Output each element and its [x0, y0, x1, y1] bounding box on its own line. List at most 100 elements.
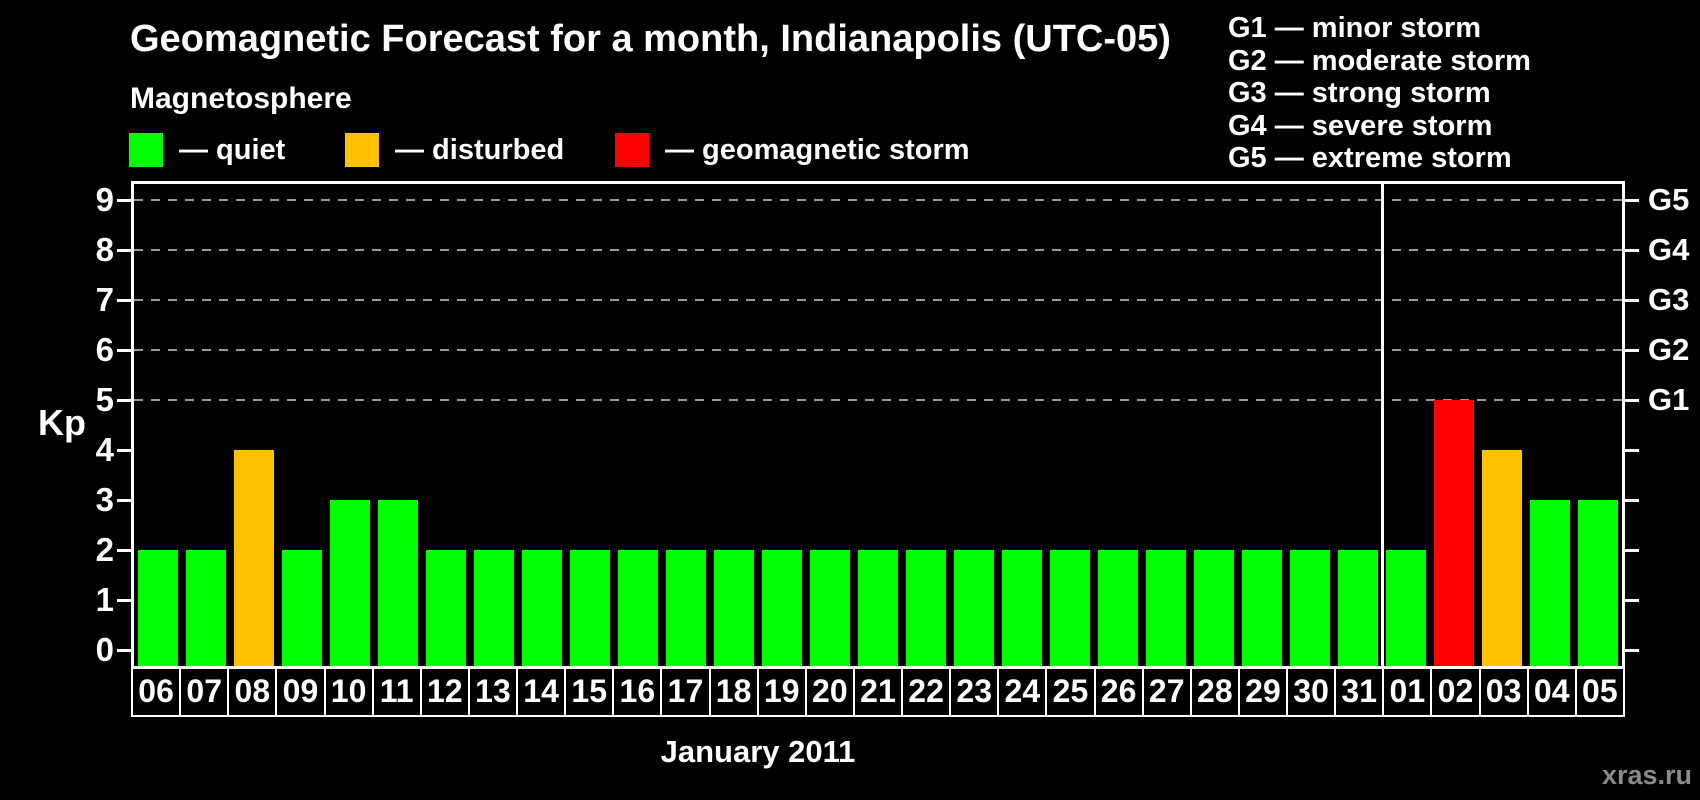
kp-bar-day-12 [426, 550, 466, 666]
left-tick-7 [117, 299, 131, 302]
right-tick-5 [1625, 399, 1639, 402]
grid-line-kp6 [134, 349, 1622, 351]
y-tick-label-4: 4 [95, 431, 114, 468]
kp-bar-day-19 [762, 550, 802, 666]
day-label-10: 10 [323, 666, 374, 717]
right-tick-1 [1625, 599, 1639, 602]
left-tick-6 [117, 349, 131, 352]
grid-line-kp7 [134, 299, 1622, 301]
grid-line-kp5 [134, 399, 1622, 401]
kp-bar-day-20 [810, 550, 850, 666]
day-label-21: 21 [852, 666, 903, 717]
day-label-17: 17 [660, 666, 711, 717]
kp-bar-day-08 [234, 450, 274, 666]
right-tick-2 [1625, 549, 1639, 552]
kp-bar-day-10 [330, 500, 370, 666]
y-tick-label-8: 8 [95, 231, 114, 268]
kp-bar-day-07 [186, 550, 226, 666]
kp-bar-day-22 [906, 550, 946, 666]
kp-bar-day-02 [1434, 400, 1474, 666]
day-label-12: 12 [419, 666, 470, 717]
day-label-14: 14 [516, 666, 567, 717]
kp-bar-day-18 [714, 550, 754, 666]
left-tick-8 [117, 249, 131, 252]
plot-area [131, 181, 1625, 669]
right-tick-0 [1625, 649, 1639, 652]
grid-line-kp9 [134, 199, 1622, 201]
y-tick-label-1: 1 [95, 581, 114, 618]
kp-bar-day-15 [570, 550, 610, 666]
day-label-01: 01 [1382, 666, 1433, 717]
kp-bar-day-28 [1194, 550, 1234, 666]
day-label-27: 27 [1141, 666, 1192, 717]
y-tick-label-7: 7 [95, 281, 114, 318]
left-tick-5 [117, 399, 131, 402]
kp-bar-day-23 [954, 550, 994, 666]
y-tick-label-9: 9 [95, 181, 114, 218]
legend-item-storm: — geomagnetic storm [615, 132, 970, 168]
legend-item-label: — quiet [179, 133, 286, 166]
storm-scale-line-g1: G1 — minor storm [1228, 12, 1481, 44]
day-label-03: 03 [1478, 666, 1529, 717]
day-label-05: 05 [1574, 666, 1625, 717]
kp-bar-day-26 [1098, 550, 1138, 666]
left-tick-1 [117, 599, 131, 602]
right-tick-6 [1625, 349, 1639, 352]
kp-bar-day-29 [1242, 550, 1282, 666]
day-label-19: 19 [756, 666, 807, 717]
watermark: xras.ru [1601, 760, 1692, 790]
plot-inner [134, 184, 1622, 666]
storm-color-swatch [615, 133, 649, 167]
g-scale-label-g1: G1 [1648, 382, 1690, 417]
storm-scale-line-g4: G4 — severe storm [1228, 109, 1493, 142]
kp-bar-day-16 [618, 550, 658, 666]
day-label-11: 11 [371, 666, 422, 717]
right-tick-4 [1625, 449, 1639, 452]
day-label-08: 08 [227, 666, 278, 717]
y-tick-label-2: 2 [95, 531, 114, 568]
x-axis-title: January 2011 [660, 734, 856, 769]
left-tick-9 [117, 199, 131, 202]
y-tick-label-5: 5 [95, 381, 114, 418]
grid-line-kp8 [134, 249, 1622, 251]
kp-bar-day-03 [1482, 450, 1522, 666]
kp-bar-day-05 [1578, 500, 1618, 666]
storm-scale-line-g5: G5 — extreme storm [1228, 142, 1512, 174]
y-tick-label-3: 3 [95, 481, 114, 518]
kp-bar-day-01 [1386, 550, 1426, 666]
quiet-color-swatch [129, 133, 163, 167]
kp-bar-day-30 [1290, 550, 1330, 666]
storm-scale-line-g2: G2 — moderate storm [1228, 44, 1531, 77]
day-label-28: 28 [1189, 666, 1240, 717]
month-separator-line [1380, 184, 1384, 666]
day-label-16: 16 [612, 666, 663, 717]
left-tick-3 [117, 499, 131, 502]
day-label-25: 25 [1045, 666, 1096, 717]
day-label-26: 26 [1093, 666, 1144, 717]
legend-item-quiet: — quiet [129, 132, 285, 168]
left-tick-0 [117, 649, 131, 652]
day-label-24: 24 [997, 666, 1048, 717]
day-label-02: 02 [1430, 666, 1481, 717]
disturbed-color-swatch [345, 133, 379, 167]
right-tick-3 [1625, 499, 1639, 502]
g-scale-label-g3: G3 [1648, 282, 1690, 317]
x-axis-day-labels: 06 07 08 09 10 11 12 13 14 15 16 17 18 19 20 21 22 23 24 25… [131, 666, 1625, 717]
day-label-22: 22 [901, 666, 952, 717]
day-label-09: 09 [275, 666, 326, 717]
left-tick-2 [117, 549, 131, 552]
y-tick-label-0: 0 [95, 631, 114, 668]
y-tick-label-6: 6 [95, 331, 114, 368]
right-tick-9 [1625, 199, 1639, 202]
kp-bar-day-14 [522, 550, 562, 666]
day-label-18: 18 [708, 666, 759, 717]
legend-heading: Magnetosphere [130, 82, 352, 115]
y-axis-title: Kp [38, 402, 86, 443]
day-label-04: 04 [1526, 666, 1577, 717]
right-tick-7 [1625, 299, 1639, 302]
kp-bar-day-27 [1146, 550, 1186, 666]
kp-bar-day-31 [1338, 550, 1378, 666]
day-label-23: 23 [949, 666, 1000, 717]
kp-bar-day-21 [858, 550, 898, 666]
